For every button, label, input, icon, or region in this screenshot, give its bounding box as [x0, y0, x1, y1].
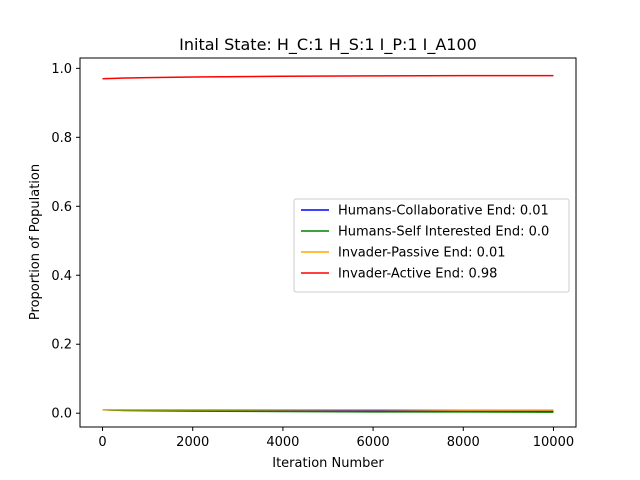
x-tick-label: 4000: [266, 435, 299, 450]
y-tick-label: 0.0: [51, 407, 72, 422]
legend-label: Humans-Self Interested End: 0.0: [338, 225, 549, 240]
legend-label: Humans-Collaborative End: 0.01: [338, 204, 549, 219]
x-tick-label: 6000: [357, 435, 390, 450]
legend: Humans-Collaborative End: 0.01 Humans-Sel…: [293, 198, 570, 293]
y-tick-label: 0.4: [51, 269, 72, 284]
x-tick-label: 10000: [533, 435, 574, 450]
y-tick-label: 1.0: [51, 62, 72, 77]
y-axis-label: Proportion of Population: [28, 164, 43, 320]
x-tick-label: 2000: [176, 435, 209, 450]
x-axis-label: Iteration Number: [272, 456, 384, 471]
y-tick-label: 0.8: [51, 131, 72, 146]
x-tick-label: 0: [98, 435, 106, 450]
series-lines: [102, 74, 554, 413]
axes: [79, 57, 577, 428]
series-line-3: [102, 74, 554, 80]
legend-label: Invader-Active End: 0.98: [338, 267, 497, 282]
tick-group: 0 2000 4000 6000 8000 10000 0.0 0.2 0.4 0.6 0.8 1.0: [51, 62, 574, 450]
x-tick-label: 8000: [447, 435, 480, 450]
chart-title: Inital State: H_C:1 H_S:1 I_P:1 I_A100: [179, 35, 477, 55]
y-tick-label: 0.6: [51, 200, 72, 215]
legend-box: [293, 198, 570, 293]
axes-frame: [79, 57, 577, 428]
legend-label: Invader-Passive End: 0.01: [338, 246, 506, 261]
y-tick-label: 0.2: [51, 338, 72, 353]
